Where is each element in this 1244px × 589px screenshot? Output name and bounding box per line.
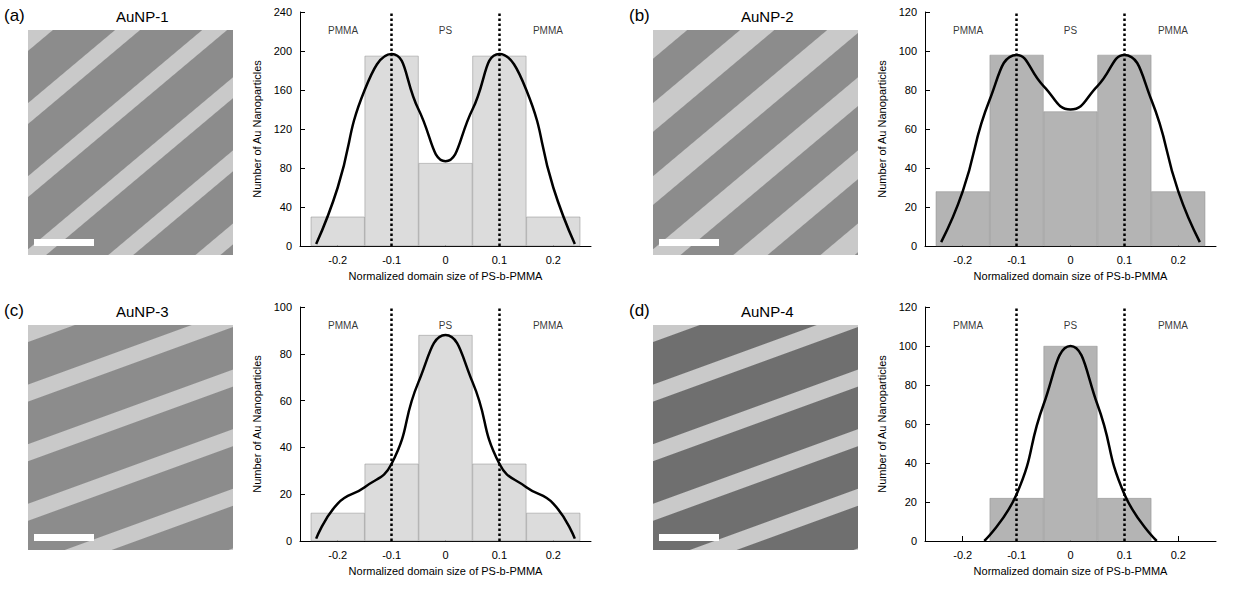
html-text:(c): (c) bbox=[4, 301, 24, 320]
svg-text:0.1: 0.1 bbox=[492, 254, 507, 266]
svg-text:60: 60 bbox=[280, 395, 292, 407]
svg-text:100: 100 bbox=[274, 301, 292, 313]
svg-text:200: 200 bbox=[274, 45, 292, 57]
html-text:(b): (b) bbox=[629, 6, 650, 25]
html-text:AuNP-3: AuNP-3 bbox=[116, 303, 169, 320]
svg-text:Normalized domain size of PS-b: Normalized domain size of PS-b-PMMA bbox=[974, 565, 1168, 577]
svg-text:-0.1: -0.1 bbox=[1007, 254, 1026, 266]
svg-text:0: 0 bbox=[1067, 549, 1073, 561]
svg-text:240: 240 bbox=[274, 6, 292, 18]
html-text:(d): (d) bbox=[629, 301, 650, 320]
svg-text:0.2: 0.2 bbox=[546, 549, 561, 561]
svg-text:PMMA: PMMA bbox=[328, 25, 358, 36]
svg-text:-0.2: -0.2 bbox=[953, 254, 972, 266]
svg-text:PS: PS bbox=[1064, 25, 1078, 36]
svg-text:-0.1: -0.1 bbox=[1007, 549, 1026, 561]
svg-text:80: 80 bbox=[905, 84, 917, 96]
svg-text:120: 120 bbox=[899, 301, 917, 313]
svg-text:40: 40 bbox=[280, 441, 292, 453]
svg-text:PMMA: PMMA bbox=[953, 25, 983, 36]
svg-text:0.2: 0.2 bbox=[546, 254, 561, 266]
svg-text:0: 0 bbox=[286, 240, 292, 252]
svg-text:PMMA: PMMA bbox=[953, 320, 983, 331]
svg-text:60: 60 bbox=[905, 123, 917, 135]
html-text:AuNP-2: AuNP-2 bbox=[741, 8, 794, 25]
svg-text:0: 0 bbox=[911, 240, 917, 252]
svg-text:Normalized domain size of PS-b: Normalized domain size of PS-b-PMMA bbox=[974, 270, 1168, 282]
svg-text:60: 60 bbox=[905, 418, 917, 430]
svg-text:100: 100 bbox=[899, 45, 917, 57]
svg-text:80: 80 bbox=[905, 379, 917, 391]
svg-text:Number of Au Nanoparticles: Number of Au Nanoparticles bbox=[876, 60, 888, 198]
svg-text:0.2: 0.2 bbox=[1171, 549, 1186, 561]
svg-text:0: 0 bbox=[911, 535, 917, 547]
svg-text:PMMA: PMMA bbox=[533, 320, 563, 331]
svg-text:20: 20 bbox=[280, 488, 292, 500]
svg-text:PMMA: PMMA bbox=[1158, 320, 1188, 331]
svg-text:PMMA: PMMA bbox=[533, 25, 563, 36]
svg-text:80: 80 bbox=[280, 348, 292, 360]
svg-text:0.2: 0.2 bbox=[1171, 254, 1186, 266]
svg-text:-0.1: -0.1 bbox=[382, 254, 401, 266]
svg-text:120: 120 bbox=[274, 123, 292, 135]
svg-text:0: 0 bbox=[442, 254, 448, 266]
svg-text:PMMA: PMMA bbox=[328, 320, 358, 331]
svg-text:-0.2: -0.2 bbox=[953, 549, 972, 561]
svg-text:-0.1: -0.1 bbox=[382, 549, 401, 561]
svg-text:0.1: 0.1 bbox=[1117, 549, 1132, 561]
html-text:AuNP-4: AuNP-4 bbox=[741, 303, 794, 320]
svg-text:100: 100 bbox=[899, 340, 917, 352]
svg-text:40: 40 bbox=[280, 201, 292, 213]
svg-text:20: 20 bbox=[905, 201, 917, 213]
svg-text:-0.2: -0.2 bbox=[328, 549, 347, 561]
svg-text:0.1: 0.1 bbox=[492, 549, 507, 561]
svg-text:-0.2: -0.2 bbox=[328, 254, 347, 266]
html-text:(a): (a) bbox=[4, 6, 25, 25]
svg-text:PMMA: PMMA bbox=[1158, 25, 1188, 36]
svg-text:40: 40 bbox=[905, 162, 917, 174]
html-text:AuNP-1: AuNP-1 bbox=[116, 8, 169, 25]
svg-text:PS: PS bbox=[1064, 320, 1078, 331]
svg-text:0: 0 bbox=[442, 549, 448, 561]
svg-text:PS: PS bbox=[439, 25, 453, 36]
svg-text:Number of Au Nanoparticles: Number of Au Nanoparticles bbox=[251, 60, 263, 198]
svg-text:Number of Au Nanoparticles: Number of Au Nanoparticles bbox=[876, 355, 888, 493]
svg-text:0.1: 0.1 bbox=[1117, 254, 1132, 266]
svg-text:Normalized domain size of PS-b: Normalized domain size of PS-b-PMMA bbox=[349, 565, 543, 577]
svg-text:Normalized domain size of PS-b: Normalized domain size of PS-b-PMMA bbox=[349, 270, 543, 282]
svg-text:160: 160 bbox=[274, 84, 292, 96]
svg-text:PS: PS bbox=[439, 320, 453, 331]
svg-text:80: 80 bbox=[280, 162, 292, 174]
svg-text:0: 0 bbox=[1067, 254, 1073, 266]
svg-text:40: 40 bbox=[905, 457, 917, 469]
svg-text:Number of Au Nanoparticles: Number of Au Nanoparticles bbox=[251, 355, 263, 493]
svg-text:20: 20 bbox=[905, 496, 917, 508]
svg-text:0: 0 bbox=[286, 535, 292, 547]
svg-text:120: 120 bbox=[899, 6, 917, 18]
